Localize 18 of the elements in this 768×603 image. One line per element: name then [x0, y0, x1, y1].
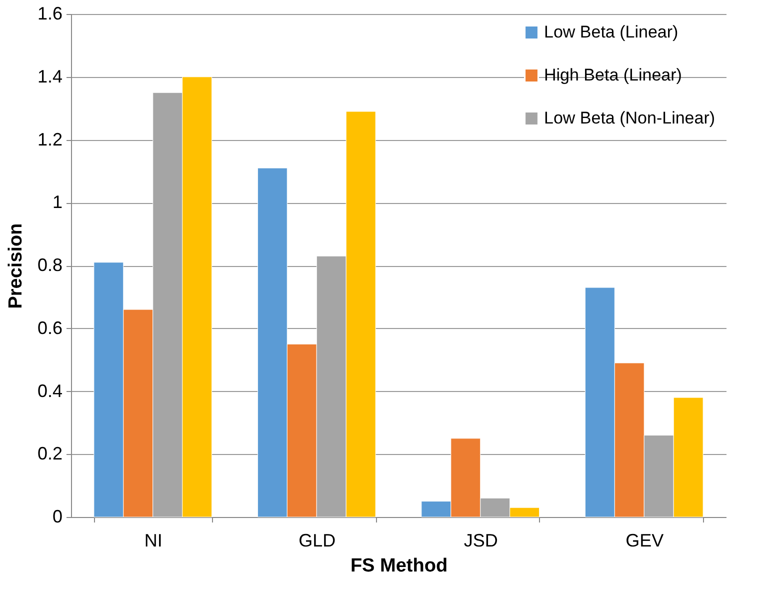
legend-label: Low Beta (Non-Linear): [544, 108, 716, 128]
y-tick-label: 0.4: [37, 380, 62, 401]
y-tick-label: 1.6: [37, 4, 62, 24]
y-tick-label: 0.6: [37, 318, 62, 338]
legend-label: High Beta (Linear): [544, 66, 682, 84]
x-tick-label: GLD: [298, 530, 336, 550]
legend-label: Low Beta (Linear): [544, 22, 678, 42]
y-tick-label: 0.2: [37, 444, 62, 464]
y-tick-label: 1.2: [37, 129, 62, 150]
y-axis-title: Precision: [5, 223, 26, 309]
y-tick-label: 1.4: [37, 66, 62, 86]
y-tick-label: 0.8: [37, 255, 62, 275]
y-tick-label: 0: [52, 506, 62, 526]
y-tick-label: 1: [52, 192, 62, 212]
x-tick-label: GEV: [626, 530, 664, 550]
x-tick-label: NI: [144, 530, 162, 550]
x-axis-title: FS Method: [350, 556, 448, 576]
x-tick-label: JSD: [464, 530, 498, 550]
